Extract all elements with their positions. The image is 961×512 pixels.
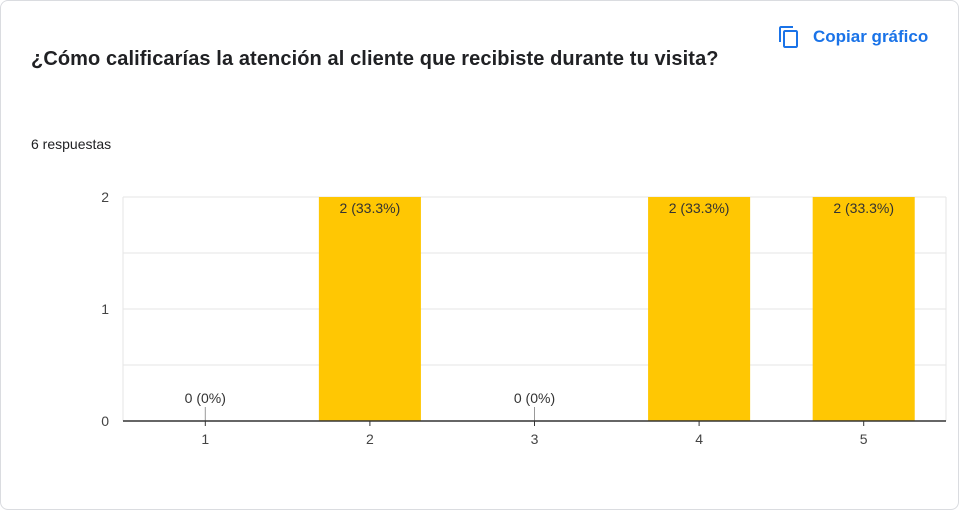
bar [648,197,751,421]
copy-chart-label: Copiar gráfico [813,27,929,46]
data-label: 0 (0%) [514,390,555,406]
data-label: 2 (33.3%) [669,200,730,216]
response-count: 6 respuestas [31,136,112,152]
y-tick-label: 2 [101,189,109,205]
data-label: 0 (0%) [185,390,226,406]
data-label: 2 (33.3%) [833,200,894,216]
x-tick-label: 4 [695,431,703,447]
x-tick-label: 1 [201,431,209,447]
copy-chart-button[interactable]: Copiar gráfico [769,19,936,55]
bar [318,197,421,421]
y-tick-label: 0 [101,413,109,429]
y-tick-label: 1 [101,301,109,317]
x-tick-label: 5 [860,431,868,447]
bar [812,197,915,421]
question-title: ¿Cómo calificarías la atención al client… [31,48,719,70]
copy-icon [777,25,801,49]
x-tick-label: 2 [366,431,374,447]
x-tick-label: 3 [531,431,539,447]
data-label: 2 (33.3%) [340,200,401,216]
